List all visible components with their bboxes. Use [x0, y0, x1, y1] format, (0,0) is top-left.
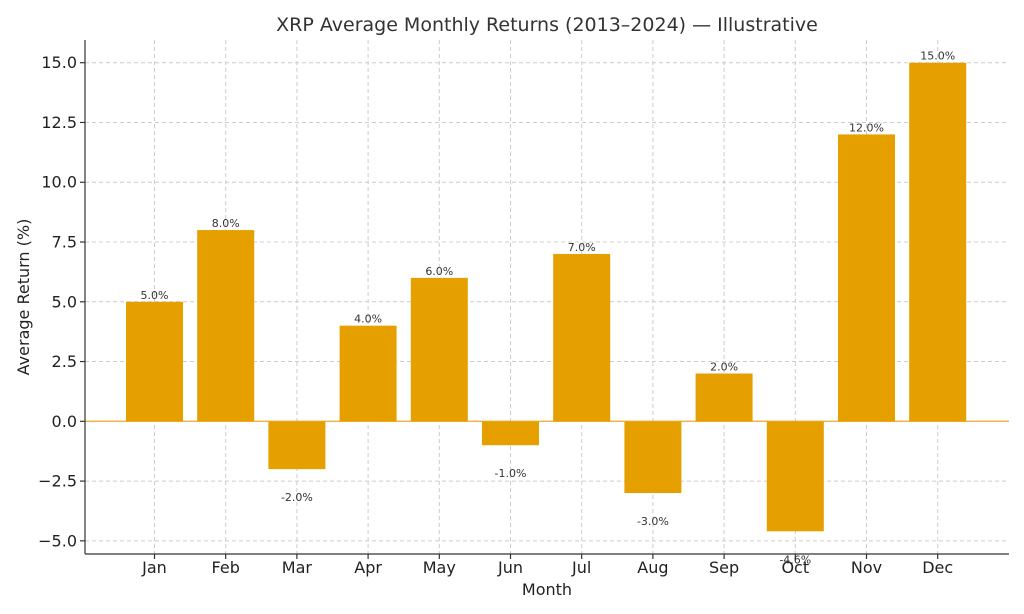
bar [553, 253, 611, 422]
x-tick-label: Jul [571, 558, 591, 577]
bar [339, 325, 397, 422]
x-tick-label: Dec [922, 558, 953, 577]
y-tick-label: 5.0 [52, 292, 77, 311]
bar [695, 373, 753, 422]
x-tick-label: Mar [282, 558, 313, 577]
x-tick-label: Aug [637, 558, 668, 577]
x-tick-label: Jun [497, 558, 523, 577]
y-tick-label: 2.5 [52, 352, 77, 371]
y-tick-label: −2.5 [38, 472, 77, 491]
data-label: 12.0% [849, 121, 884, 134]
bar [766, 421, 824, 532]
data-label: 6.0% [425, 265, 453, 278]
bar [482, 421, 539, 446]
bar [410, 277, 468, 422]
x-tick-label: Oct [781, 558, 809, 577]
data-label: -4.6% [779, 553, 811, 566]
x-axis-label: Month [522, 580, 572, 599]
data-label: -1.0% [495, 467, 527, 480]
x-tick-label: Sep [709, 558, 739, 577]
ticks-layer: −5.0 −2.5 0.0 2.5 5.0 7.5 10.0 12.5 15.0 Jan Feb Ma… [38, 53, 953, 577]
bar [197, 230, 255, 422]
y-tick-label: 7.5 [52, 233, 77, 252]
x-tick-label: May [423, 558, 456, 577]
chart-title: XRP Average Monthly Returns (2013–2024) … [276, 14, 818, 36]
bar [268, 421, 326, 470]
bar [838, 134, 895, 422]
data-labels-layer: 5.0% 8.0% -2.0% 4.0% 6.0% -1.0% 7.0% -3.0% 2.0% -… [141, 50, 956, 567]
y-tick-label: 10.0 [41, 173, 77, 192]
data-label: 4.0% [354, 313, 382, 326]
x-tick-label: Feb [212, 558, 240, 577]
bar [624, 421, 682, 494]
x-tick-label: Apr [354, 558, 382, 577]
x-tick-label: Jan [141, 558, 167, 577]
axes-layer [84, 40, 1009, 555]
data-label: 2.0% [710, 361, 738, 374]
y-tick-label: 12.5 [41, 113, 77, 132]
data-label: 5.0% [141, 289, 169, 302]
y-tick-label: 15.0 [41, 53, 77, 72]
bar [909, 62, 967, 422]
y-axis-label: Average Return (%) [14, 219, 33, 376]
data-label: 15.0% [920, 50, 955, 63]
y-tick-label: 0.0 [52, 412, 77, 431]
data-label: 8.0% [212, 217, 240, 230]
y-tick-label: −5.0 [38, 531, 77, 550]
x-tick-label: Nov [851, 558, 882, 577]
data-label: 7.0% [568, 241, 596, 254]
bars-layer [126, 62, 967, 532]
data-label: -3.0% [637, 515, 669, 528]
data-label: -2.0% [281, 491, 313, 504]
bar [126, 301, 183, 422]
